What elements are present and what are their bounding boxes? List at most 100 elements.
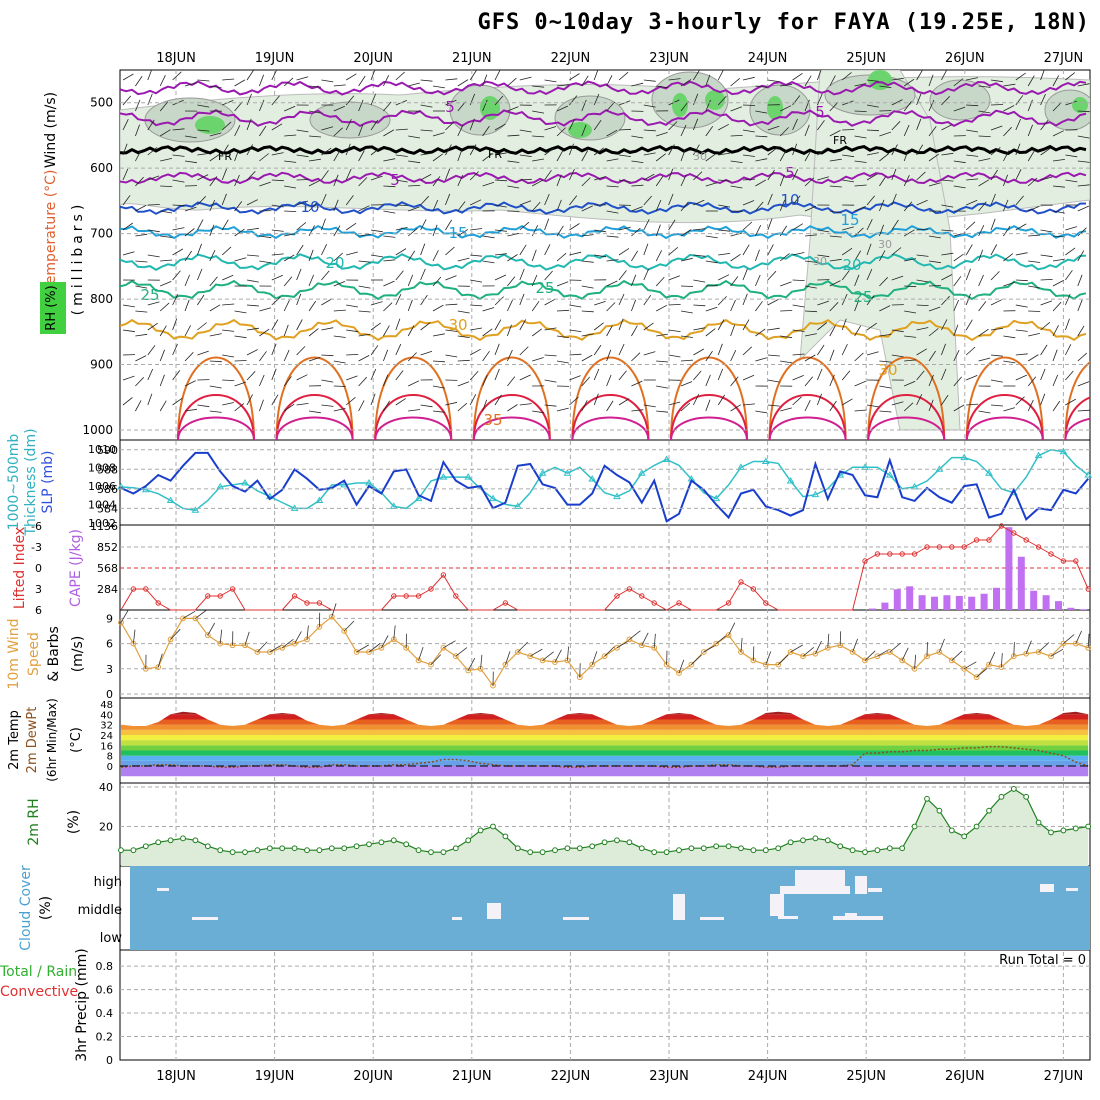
wind-barb (420, 152, 433, 156)
wind-speed-marker (341, 628, 348, 634)
wind-barb (432, 132, 445, 137)
wind-barb (420, 322, 431, 331)
wind-barb (841, 370, 851, 381)
wind-barb (1040, 300, 1053, 306)
cape-tick: 852 (97, 541, 118, 554)
contour-label: 25 (853, 288, 872, 306)
wind10-label: Speed (26, 632, 42, 676)
temp-contour-45 (867, 416, 946, 440)
wind-barb (420, 350, 433, 356)
wind-barb (432, 153, 443, 162)
wind-barb (631, 352, 641, 362)
wind-barb (914, 654, 916, 669)
wind-barb (544, 193, 550, 206)
rh-marker (663, 849, 670, 856)
wind-barb (120, 610, 129, 623)
wind-speed-line (120, 615, 1089, 687)
wind-barb (408, 380, 420, 387)
wind-speed-marker (328, 613, 335, 620)
cloud-level-label: low (100, 931, 123, 946)
wind-speed-marker (948, 657, 955, 664)
wind-barb (544, 379, 557, 383)
wind-barb (804, 376, 814, 387)
wind-barb (1089, 329, 1090, 330)
wind-barb (259, 153, 269, 162)
wind-barb (1028, 260, 1041, 263)
thickness-marker (1084, 471, 1093, 478)
thickness-marker (985, 469, 993, 476)
wind-barb (1003, 174, 1008, 187)
wind-barb (259, 235, 272, 239)
wind-barb (717, 95, 727, 106)
rh-marker (775, 845, 782, 852)
wind-barb (804, 205, 817, 212)
wind-barb (221, 121, 232, 131)
rh-marker (552, 847, 558, 854)
rh-marker (688, 845, 695, 852)
wind-barb (1077, 299, 1083, 312)
thickness-tick: 588 (97, 463, 118, 476)
wind-barb (296, 200, 309, 206)
wind-barb (903, 229, 915, 237)
date-label: 19JUN (255, 51, 295, 66)
wind-barb (792, 143, 798, 156)
wind-barb (234, 381, 247, 387)
wind-barb (160, 158, 172, 162)
thickness-marker (960, 453, 969, 461)
wind-barb (445, 168, 451, 181)
wind-barb (990, 244, 998, 256)
wind-barb (951, 650, 963, 661)
wind-barb (284, 185, 297, 189)
wind-barb (941, 368, 947, 381)
wind-barb (693, 70, 701, 81)
wind-barb (519, 221, 530, 231)
wind-barb (197, 104, 210, 108)
wind-barb (1052, 374, 1059, 387)
wind-barb (990, 193, 996, 206)
wind-barb (1077, 205, 1089, 212)
wind-barb (234, 201, 243, 212)
rh-marker (1035, 819, 1042, 826)
wind-barb (197, 243, 202, 256)
wind-barb (1089, 304, 1090, 305)
wind-barb (445, 219, 453, 231)
wind-barb (866, 322, 878, 331)
wind-barb (606, 185, 619, 188)
temp-contour-25 (120, 279, 1087, 301)
wind-barb (829, 210, 842, 214)
wind-barb (532, 357, 544, 362)
rh-marker (800, 837, 806, 844)
wind-barb (259, 74, 264, 87)
wind-speed-marker (155, 664, 162, 671)
temp-contour-35 (768, 356, 847, 440)
cape-bar (955, 595, 963, 610)
wind-barb (916, 394, 923, 406)
wind-barb (556, 309, 570, 312)
wind-barb (507, 324, 512, 337)
wind-barb (854, 409, 867, 412)
rh-marker (167, 837, 174, 844)
wind-barb (308, 300, 317, 312)
wind-barb (395, 343, 402, 356)
wind-speed-marker (266, 649, 273, 655)
contour-label: 30 (693, 150, 707, 163)
wind-barb (866, 219, 873, 231)
wind-barb (1015, 374, 1027, 381)
wind-barb (966, 375, 978, 381)
wind-barb (606, 374, 612, 387)
thickness-marker (538, 469, 547, 476)
wind-barb (430, 654, 442, 665)
wind-barb (432, 385, 445, 389)
wind-barb (259, 181, 271, 187)
rh-marker (700, 845, 707, 852)
wind-barb (841, 398, 853, 406)
wind-barb (767, 327, 780, 331)
wind-barb (780, 407, 792, 412)
wind-barb (631, 227, 641, 237)
wind-barb (1052, 185, 1065, 188)
wind-barb (618, 154, 631, 157)
wind-barb (246, 199, 258, 206)
rh-marker (713, 843, 720, 850)
wind-barb (271, 229, 284, 232)
wind-barb (1027, 177, 1038, 187)
